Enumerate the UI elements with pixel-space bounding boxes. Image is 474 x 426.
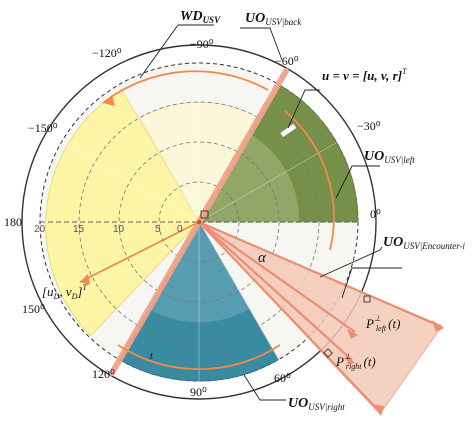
arrow-enc-1 bbox=[432, 320, 444, 332]
angle-label-m90: −90⁰ bbox=[190, 37, 214, 51]
angle-label-m120: −120⁰ bbox=[92, 46, 122, 60]
uo-left-label: UOUSV|left bbox=[364, 149, 415, 165]
angle-label-m60: −60⁰ bbox=[275, 54, 299, 68]
wd-label: WDUSV bbox=[180, 9, 221, 25]
orange-arcs bbox=[79, 70, 335, 370]
velocity-label: u = ν = [u, v, r]T bbox=[322, 67, 407, 83]
radial-tick-20: 20 bbox=[34, 224, 46, 235]
angle-label-0: 0⁰ bbox=[370, 207, 381, 221]
yellow-sector bbox=[45, 88, 200, 337]
radial-tick-5: 5 bbox=[155, 224, 161, 235]
boundary-bands bbox=[109, 68, 289, 376]
arrow-p-left bbox=[347, 329, 358, 339]
arrow-p-right bbox=[345, 354, 355, 365]
uo-back-label: UOUSV|back bbox=[245, 11, 302, 27]
encounter-lines bbox=[198, 220, 441, 413]
angle-label-180: 180 bbox=[4, 215, 22, 229]
angle-label-m30: −30⁰ bbox=[357, 119, 381, 133]
green-fade bbox=[199, 134, 300, 222]
center-point bbox=[196, 219, 202, 225]
marker-square-3 bbox=[323, 348, 333, 358]
angle-label-60: 60⁰ bbox=[274, 371, 291, 385]
uo-right-label: UOUSV|right bbox=[288, 396, 345, 412]
p-right-label: P⊥ right (t) bbox=[335, 352, 376, 371]
angle-label-90: 90⁰ bbox=[190, 385, 207, 399]
alpha-label: α bbox=[258, 250, 267, 266]
radial-tick-10: 10 bbox=[113, 224, 125, 235]
radial-tick-15: 15 bbox=[73, 224, 85, 235]
velocity-marker bbox=[280, 123, 297, 138]
outer-ring bbox=[21, 44, 377, 400]
marker-square-1 bbox=[200, 210, 209, 219]
uo-encounter-label: UOUSV|Encounter-i bbox=[383, 235, 466, 251]
small-t-label: t bbox=[150, 351, 153, 362]
marker-square-2 bbox=[363, 295, 371, 303]
angle-label-120: 120⁰ bbox=[92, 367, 115, 381]
arrow-head-ud bbox=[80, 274, 90, 285]
leader-lines bbox=[139, 24, 402, 401]
desired-velocity-label: [uD, vD]T bbox=[42, 283, 87, 301]
angle-label-m150: −150⁰ bbox=[28, 121, 58, 135]
p-left-label: P⊥ left (t) bbox=[365, 314, 400, 333]
angle-label-150: 150⁰ bbox=[22, 302, 45, 316]
radial-tick-0: 0 bbox=[177, 224, 183, 235]
arrow-head-back bbox=[103, 95, 115, 106]
arrow-enc-2 bbox=[372, 404, 384, 416]
